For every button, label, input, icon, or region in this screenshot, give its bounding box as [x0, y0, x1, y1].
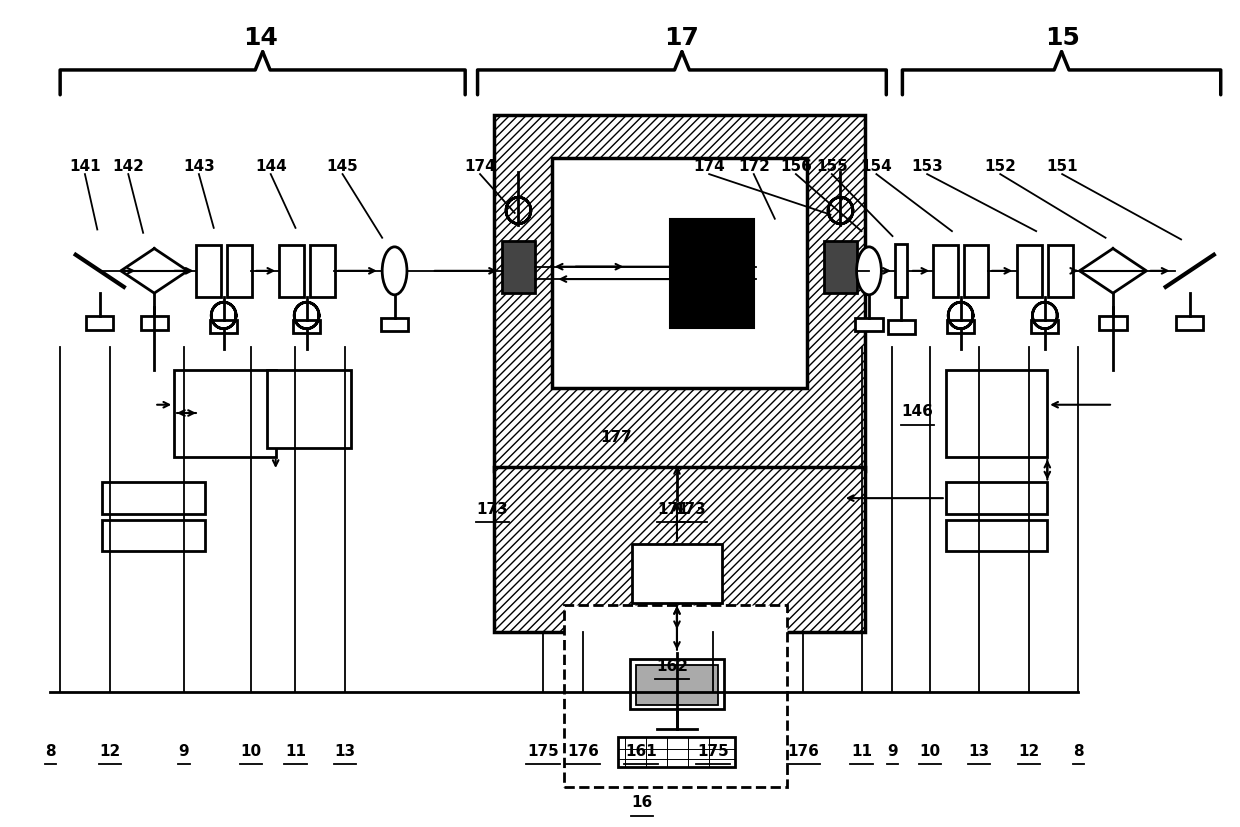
- Text: 9: 9: [179, 743, 190, 758]
- Text: 8: 8: [1073, 743, 1084, 758]
- Bar: [636, 665, 718, 705]
- Bar: [210, 321, 237, 334]
- Bar: [1032, 321, 1059, 334]
- Bar: [1100, 317, 1127, 330]
- Bar: [293, 321, 320, 334]
- Text: 8: 8: [45, 743, 56, 758]
- Text: 14: 14: [243, 26, 278, 50]
- Bar: [946, 483, 1048, 514]
- Text: 162: 162: [656, 657, 688, 673]
- Text: 9: 9: [887, 743, 898, 758]
- Text: 15: 15: [1045, 26, 1080, 50]
- Bar: [552, 160, 807, 389]
- Bar: [227, 246, 252, 298]
- Text: 161: 161: [625, 743, 657, 758]
- Bar: [310, 246, 335, 298]
- Bar: [102, 483, 205, 514]
- Bar: [140, 317, 167, 330]
- Bar: [856, 318, 883, 332]
- Text: 16: 16: [631, 794, 653, 809]
- Bar: [670, 219, 754, 328]
- Bar: [888, 321, 915, 334]
- Ellipse shape: [857, 247, 882, 295]
- Text: 17: 17: [665, 26, 699, 50]
- Text: 10: 10: [919, 743, 940, 758]
- Text: 173: 173: [675, 501, 707, 516]
- Text: 174: 174: [693, 158, 725, 174]
- Text: 153: 153: [911, 158, 944, 174]
- Bar: [946, 520, 1048, 552]
- Text: 12: 12: [99, 743, 120, 758]
- Bar: [502, 241, 534, 294]
- Text: 143: 143: [184, 158, 215, 174]
- Text: 156: 156: [780, 158, 812, 174]
- Text: 142: 142: [113, 158, 144, 174]
- Bar: [86, 317, 113, 330]
- Bar: [102, 520, 205, 552]
- Text: 176: 176: [787, 743, 820, 758]
- Bar: [1017, 246, 1042, 298]
- Text: 12: 12: [1018, 743, 1039, 758]
- Text: 175: 175: [527, 743, 559, 758]
- Bar: [932, 246, 957, 298]
- Bar: [267, 370, 351, 448]
- Text: 11: 11: [851, 743, 872, 758]
- Bar: [630, 660, 724, 709]
- Bar: [947, 321, 975, 334]
- Text: 146: 146: [901, 404, 934, 418]
- Bar: [618, 737, 735, 767]
- Text: 145: 145: [326, 158, 358, 174]
- Text: 155: 155: [816, 158, 848, 174]
- Text: 173: 173: [476, 501, 508, 516]
- Text: 176: 176: [567, 743, 599, 758]
- Text: 154: 154: [861, 158, 893, 174]
- Bar: [279, 246, 304, 298]
- Bar: [564, 605, 787, 786]
- Text: 151: 151: [1047, 158, 1078, 174]
- Ellipse shape: [382, 247, 407, 295]
- Text: 152: 152: [985, 158, 1017, 174]
- Bar: [494, 467, 866, 633]
- Text: 141: 141: [69, 158, 100, 174]
- Bar: [1048, 246, 1073, 298]
- Bar: [494, 117, 866, 471]
- Bar: [963, 246, 988, 298]
- Bar: [946, 370, 1048, 457]
- Text: 175: 175: [697, 743, 729, 758]
- Text: 11: 11: [285, 743, 306, 758]
- Text: 10: 10: [241, 743, 262, 758]
- Bar: [1176, 317, 1203, 330]
- Text: 177: 177: [600, 429, 632, 444]
- Bar: [895, 245, 908, 298]
- Text: 172: 172: [738, 158, 770, 174]
- Bar: [174, 370, 275, 457]
- Bar: [381, 318, 408, 332]
- Text: 174: 174: [464, 158, 496, 174]
- Bar: [825, 241, 857, 294]
- Bar: [632, 544, 722, 604]
- Bar: [196, 246, 221, 298]
- Text: 171: 171: [657, 501, 689, 516]
- Text: 13: 13: [968, 743, 990, 758]
- Text: 144: 144: [255, 158, 286, 174]
- Text: 13: 13: [335, 743, 356, 758]
